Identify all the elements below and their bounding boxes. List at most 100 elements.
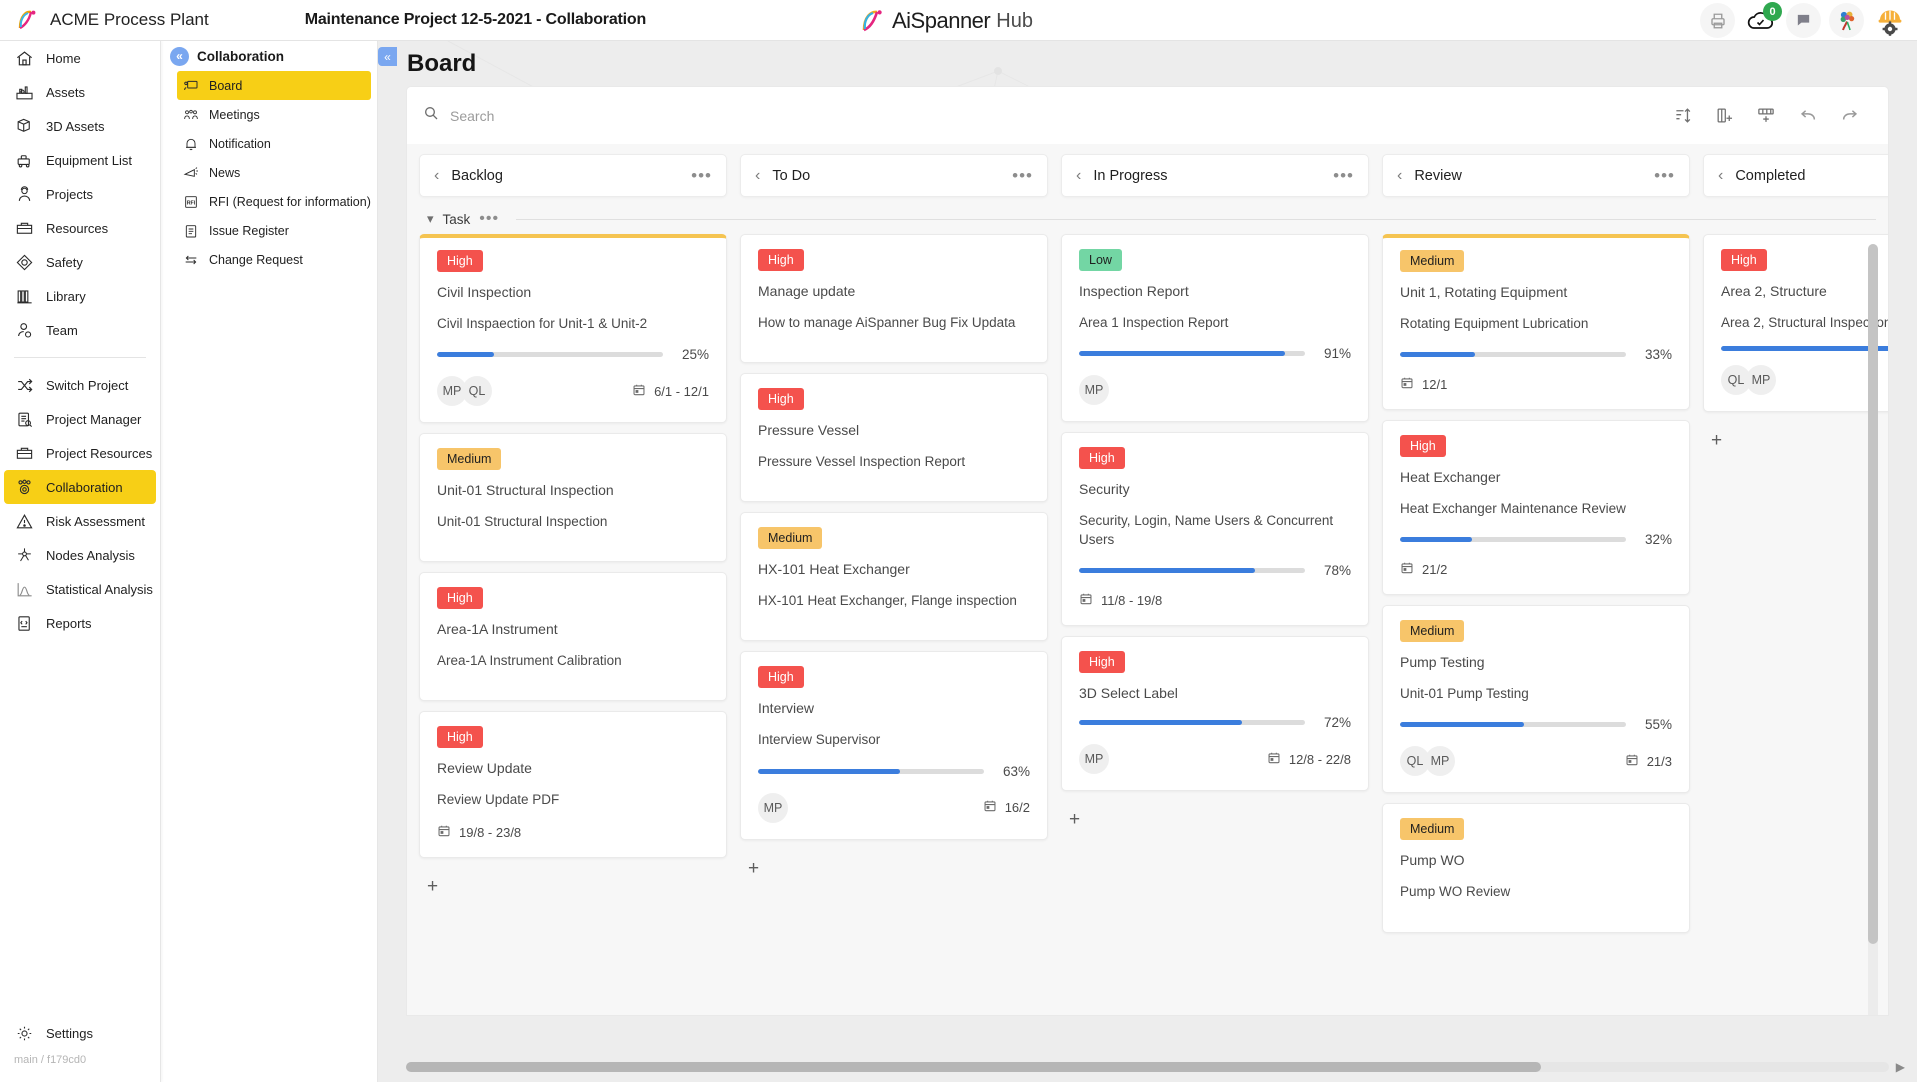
column-menu-icon[interactable]: ••• xyxy=(691,165,712,185)
submenu-item-rfi[interactable]: RFI RFI (Request for information) xyxy=(161,187,377,216)
submenu-item-change-request[interactable]: Change Request xyxy=(161,245,377,274)
avatar[interactable]: MP xyxy=(437,376,467,407)
column-header-review[interactable]: ‹ Review ••• xyxy=(1382,154,1690,197)
task-card[interactable]: High Heat Exchanger Heat Exchanger Maint… xyxy=(1382,420,1690,596)
column-header-in-progress[interactable]: ‹ In Progress ••• xyxy=(1061,154,1369,197)
chevron-left-icon[interactable]: ‹ xyxy=(434,166,440,184)
submenu-item-issue-register[interactable]: Issue Register xyxy=(161,216,377,245)
sidebar-item-statistical-analysis[interactable]: Statistical Analysis xyxy=(0,572,160,606)
task-card[interactable]: High Area-1A Instrument Area-1A Instrume… xyxy=(419,572,727,702)
sidebar-item-nodes-analysis[interactable]: Nodes Analysis xyxy=(0,538,160,572)
task-card[interactable]: High Review Update Review Update PDF 19/… xyxy=(419,711,727,858)
task-card[interactable]: High Civil Inspection Civil Inspaection … xyxy=(419,234,727,424)
chevron-down-icon[interactable]: ▾ xyxy=(427,211,434,226)
card-description: Area 2, Structural Inspection xyxy=(1721,315,1889,330)
column-menu-icon[interactable]: ••• xyxy=(1654,165,1675,185)
sidebar-item-switch-project[interactable]: Switch Project xyxy=(0,368,160,402)
collapse-submenu-icon[interactable]: « xyxy=(170,46,189,66)
sort-icon[interactable] xyxy=(1674,106,1693,125)
submenu-item-meetings[interactable]: Meetings xyxy=(161,100,377,129)
task-card[interactable]: High Interview Interview Supervisor 63% … xyxy=(740,651,1048,840)
avatar[interactable]: MP xyxy=(1746,365,1776,396)
column-menu-icon[interactable]: ••• xyxy=(1012,165,1033,185)
add-card-backlog-button[interactable]: + xyxy=(427,875,439,897)
sidebar-item-safety[interactable]: Safety xyxy=(0,245,160,279)
column-header-backlog[interactable]: ‹ Backlog ••• xyxy=(419,154,727,197)
task-card[interactable]: High 3D Select Label 72% MP 12/8 - 22/8 xyxy=(1061,636,1369,792)
column-header-todo[interactable]: ‹ To Do ••• xyxy=(740,154,1048,197)
sidebar-item-home[interactable]: Home xyxy=(0,41,160,75)
sidebar-item-collaboration[interactable]: Collaboration xyxy=(4,470,156,504)
due-date-text: 21/2 xyxy=(1422,562,1448,578)
task-card[interactable]: High Area 2, Structure Area 2, Structura… xyxy=(1703,234,1889,413)
avatar[interactable]: MP xyxy=(758,792,788,823)
vertical-scrollbar[interactable]: ▼ xyxy=(1868,244,1878,1015)
avatar[interactable]: QL xyxy=(1400,746,1430,777)
task-card[interactable]: Low Inspection Report Area 1 Inspection … xyxy=(1061,234,1369,423)
helmet-gear-icon[interactable] xyxy=(1872,3,1907,38)
add-column-icon[interactable] xyxy=(1715,106,1734,125)
task-card[interactable]: High Manage update How to manage AiSpann… xyxy=(740,234,1048,364)
scroll-right-arrow-icon[interactable]: ▶ xyxy=(1895,1060,1905,1074)
brain-tree-icon[interactable] xyxy=(1829,3,1864,38)
collapse-board-panel-icon[interactable]: « xyxy=(378,47,397,66)
add-card-in-progress-button[interactable]: + xyxy=(1069,809,1081,831)
card-footer: QL MP xyxy=(1721,365,1888,396)
sidebar-item-risk-assessment[interactable]: Risk Assessment xyxy=(0,504,160,538)
avatar[interactable]: MP xyxy=(1425,746,1455,777)
cloud-sync-icon[interactable]: 0 xyxy=(1743,2,1782,38)
sidebar-item-project-manager[interactable]: Project Manager xyxy=(0,402,160,436)
submenu-item-board[interactable]: Board xyxy=(177,71,371,100)
sidebar-item-library[interactable]: Library xyxy=(0,279,160,313)
progress-label: 78% xyxy=(1323,563,1351,579)
submenu-item-notification[interactable]: Notification xyxy=(161,129,377,158)
sidebar-item-team[interactable]: Team xyxy=(0,313,160,347)
horizontal-scroll-thumb[interactable] xyxy=(406,1062,1541,1072)
task-card[interactable]: Medium Unit 1, Rotating Equipment Rotati… xyxy=(1382,234,1690,411)
collaboration-gear-icon xyxy=(14,477,35,498)
top-bar: ACME Process Plant Maintenance Project 1… xyxy=(0,0,1917,41)
card-title: Manage update xyxy=(758,283,856,299)
card-title: Unit-01 Structural Inspection xyxy=(437,482,614,499)
add-swimlane-icon[interactable] xyxy=(1756,106,1776,125)
sidebar-item-project-resources[interactable]: Project Resources xyxy=(0,436,160,470)
search-input[interactable] xyxy=(450,107,770,124)
add-card-todo-button[interactable]: + xyxy=(748,857,760,879)
task-card[interactable]: High Security Security, Login, Name User… xyxy=(1061,432,1369,627)
toolbox-icon xyxy=(14,443,35,464)
swimlane-menu-icon[interactable]: ••• xyxy=(479,210,500,227)
sidebar-item-assets[interactable]: Assets xyxy=(0,75,160,109)
progress-track xyxy=(1400,352,1626,358)
avatar[interactable]: MP xyxy=(1079,375,1109,406)
sidebar-item-label: Switch Project xyxy=(46,377,129,393)
task-card[interactable]: Medium Pump Testing Unit-01 Pump Testing… xyxy=(1382,605,1690,794)
chevron-left-icon[interactable]: ‹ xyxy=(1718,166,1724,184)
submenu-item-news[interactable]: News xyxy=(161,158,377,187)
undo-icon[interactable] xyxy=(1798,106,1818,125)
chevron-left-icon[interactable]: ‹ xyxy=(755,166,761,184)
redo-icon[interactable] xyxy=(1840,106,1860,125)
sidebar-item-equipment-list[interactable]: Equipment List xyxy=(0,143,160,177)
sidebar-item-settings[interactable]: Settings xyxy=(0,1016,160,1050)
sidebar-item-3d-assets[interactable]: 3D Assets xyxy=(0,109,160,143)
sidebar-item-resources[interactable]: Resources xyxy=(0,211,160,245)
chat-icon[interactable] xyxy=(1786,3,1821,38)
task-card[interactable]: Medium HX-101 Heat Exchanger HX-101 Heat… xyxy=(740,512,1048,642)
horizontal-scrollbar[interactable]: ▶ xyxy=(406,1060,1905,1074)
card-title: 3D Select Label xyxy=(1079,685,1178,702)
avatar[interactable]: MP xyxy=(1079,744,1109,775)
sidebar-item-reports[interactable]: Reports xyxy=(0,606,160,640)
chevron-left-icon[interactable]: ‹ xyxy=(1076,166,1082,184)
task-card[interactable]: High Pressure Vessel Pressure Vessel Ins… xyxy=(740,373,1048,503)
chevron-left-icon[interactable]: ‹ xyxy=(1397,166,1403,184)
column-menu-icon[interactable]: ••• xyxy=(1333,165,1354,185)
task-card[interactable]: Medium Pump WO Pump WO Review xyxy=(1382,803,1690,933)
task-card[interactable]: Medium Unit-01 Structural Inspection Uni… xyxy=(419,433,727,563)
card-title: Area-1A Instrument xyxy=(437,621,558,638)
avatar[interactable]: QL xyxy=(462,376,492,407)
add-card-completed-button[interactable]: + xyxy=(1711,430,1723,452)
printer-icon[interactable] xyxy=(1700,3,1735,38)
sidebar-item-projects[interactable]: Projects xyxy=(0,177,160,211)
vertical-scroll-thumb[interactable] xyxy=(1868,244,1878,944)
column-header-completed[interactable]: ‹ Completed xyxy=(1703,154,1888,197)
